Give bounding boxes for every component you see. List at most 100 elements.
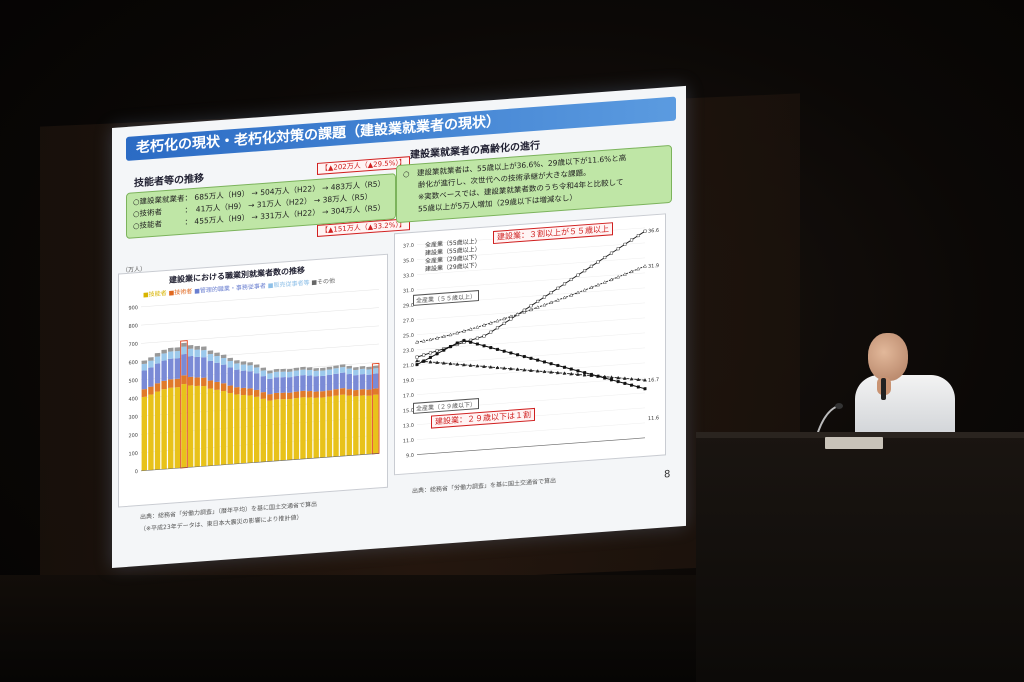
bar-segment — [300, 390, 306, 398]
bar-segment — [154, 363, 161, 384]
data-point — [549, 291, 553, 295]
end-value-label: 36.6 — [648, 228, 659, 235]
data-point — [502, 366, 507, 370]
bar-segment — [366, 389, 372, 396]
bar-chart: 0 100 200 300 400 500 600 700 800 900 — [128, 289, 380, 475]
data-point — [589, 285, 594, 290]
data-point — [623, 242, 627, 246]
bar-segment — [253, 373, 260, 391]
bar-segment — [168, 387, 174, 469]
data-point — [536, 358, 540, 362]
data-point — [549, 300, 554, 305]
data-point — [428, 359, 433, 364]
speaker — [850, 330, 970, 440]
bar-segment — [313, 370, 319, 377]
bar-segment — [234, 369, 240, 388]
bar-segment — [227, 360, 233, 368]
bar-segment — [253, 389, 260, 398]
bar-segment — [247, 388, 253, 396]
y-tick-label: 300 — [128, 414, 138, 421]
data-point — [522, 309, 527, 314]
bar-segment — [141, 396, 148, 471]
data-point — [596, 282, 601, 287]
y-tick-label: 100 — [128, 451, 138, 458]
data-point — [616, 375, 621, 380]
bar-segment — [227, 385, 233, 394]
bar-segment — [168, 358, 174, 380]
end-value-label: 31.9 — [648, 263, 659, 270]
bar-segment — [234, 387, 240, 395]
gridline — [417, 422, 645, 440]
y-tick-label: 700 — [128, 342, 138, 349]
bar-segment — [148, 386, 154, 395]
bar-segment — [240, 361, 247, 365]
bar-segment — [320, 397, 326, 458]
bar-segment — [220, 357, 227, 365]
data-point — [509, 317, 513, 321]
y-tick-label: 15.0 — [403, 408, 414, 415]
bar-segment — [339, 394, 346, 457]
data-point — [616, 379, 620, 384]
line-legend: 全産業（55歳以上） 建設業（55歳以上） 全産業（29歳以下） 建設業（29歳… — [425, 238, 481, 274]
data-point — [441, 361, 446, 365]
data-point — [475, 325, 480, 329]
bar-segment — [220, 354, 227, 359]
data-point — [636, 233, 640, 238]
bar-segment — [306, 397, 313, 459]
y-tick-label: 27.0 — [403, 318, 414, 325]
bar-segment — [287, 371, 293, 378]
bar-segment — [207, 353, 214, 362]
bar-segment — [168, 379, 174, 388]
bar-segment — [154, 352, 161, 357]
data-point — [535, 305, 540, 309]
data-point — [596, 374, 600, 378]
bar-segment — [300, 369, 306, 376]
bar-segment — [207, 388, 214, 466]
bar-segment — [280, 371, 286, 378]
bar-segment — [267, 400, 273, 462]
gridline — [141, 307, 379, 326]
bar-segment — [267, 373, 273, 380]
y-tick-label: 9.0 — [406, 453, 414, 460]
bar-segment — [287, 398, 293, 461]
data-point — [636, 377, 641, 382]
data-point — [556, 286, 560, 290]
bar-segment — [313, 367, 319, 372]
data-point — [455, 362, 460, 366]
y-tick-label: 900 — [128, 305, 138, 312]
data-point — [495, 365, 500, 370]
data-point — [609, 251, 613, 255]
data-point — [516, 312, 520, 317]
bar-segment — [207, 380, 214, 389]
data-point — [489, 346, 493, 350]
gridline — [417, 347, 645, 365]
data-point — [569, 277, 573, 282]
y-tick-label: 21.0 — [403, 363, 414, 370]
y-tick-label: 35.0 — [403, 258, 414, 265]
bar-segment — [306, 375, 313, 392]
bar-segment — [174, 358, 181, 379]
bar-segment — [273, 371, 280, 378]
data-point — [422, 359, 426, 363]
data-point — [522, 354, 526, 359]
bar-segment — [201, 377, 207, 387]
gridline — [417, 272, 645, 290]
bar-segment — [174, 347, 181, 352]
bar-segment — [141, 360, 148, 365]
bar-segment — [287, 368, 293, 372]
y-tick-label: 29.0 — [403, 303, 414, 310]
bar-segment — [260, 375, 267, 393]
bar-segment — [181, 346, 187, 355]
bar-segment — [187, 355, 194, 378]
bar-segment — [161, 353, 167, 361]
y-tick-label: 800 — [128, 323, 138, 330]
data-point — [461, 329, 466, 333]
data-point — [643, 378, 647, 382]
bar-segment — [320, 375, 326, 392]
data-point — [643, 229, 647, 233]
bar-segment — [161, 349, 167, 354]
bar-segment — [313, 376, 319, 392]
bar-segment — [293, 397, 300, 460]
gridline — [417, 377, 645, 395]
bar-segment — [220, 383, 227, 392]
